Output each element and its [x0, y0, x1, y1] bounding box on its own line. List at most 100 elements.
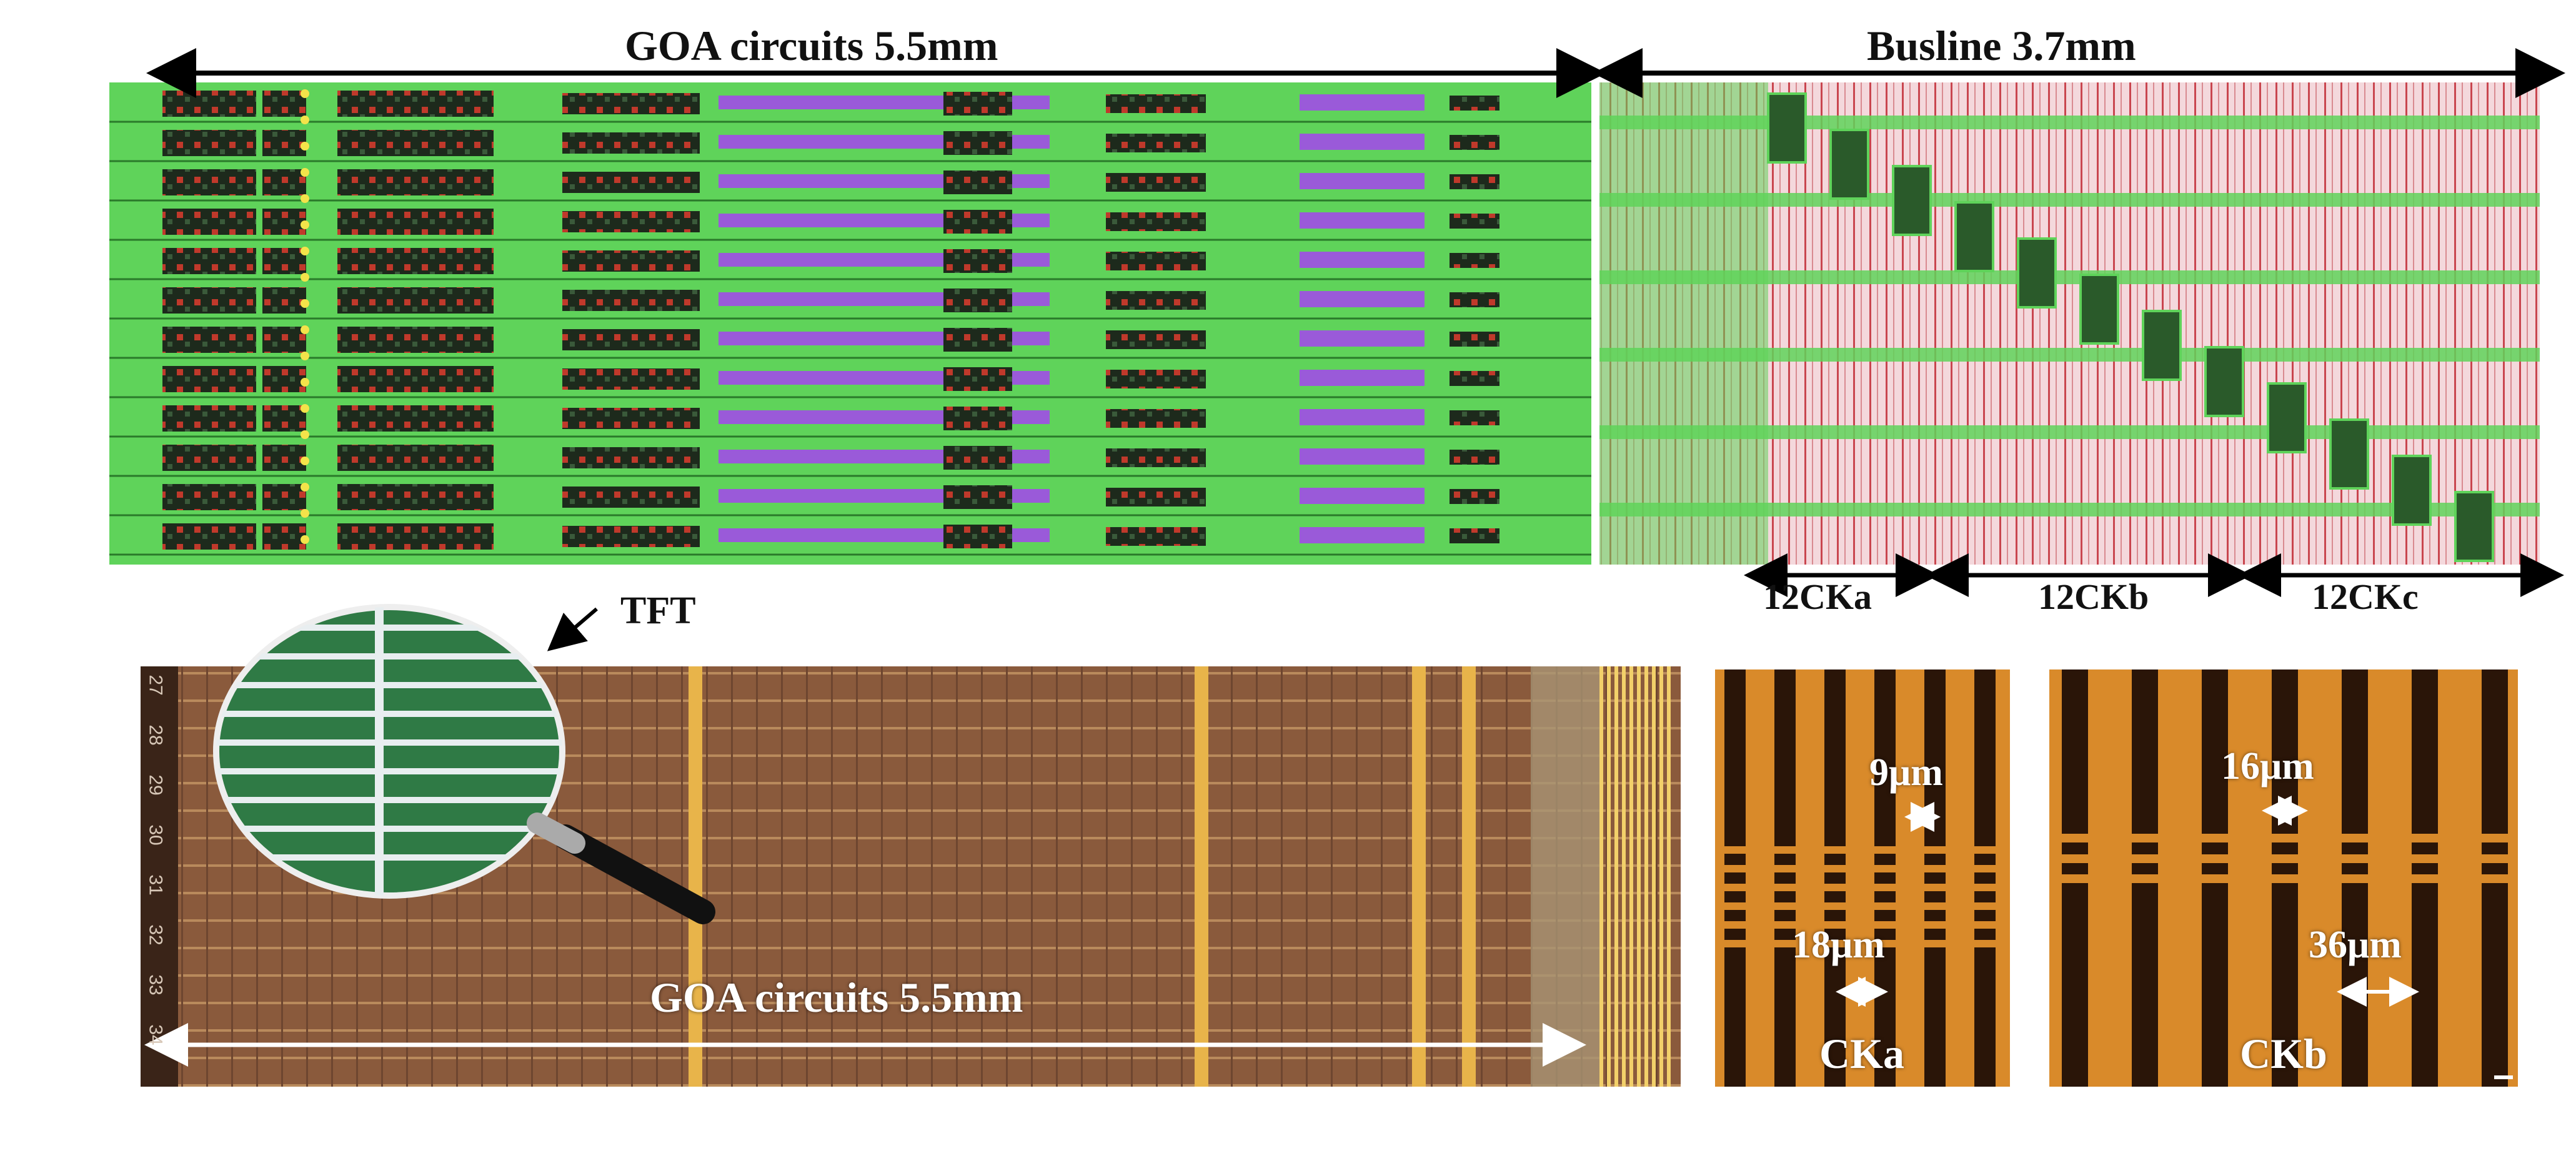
goa-cell-block — [562, 526, 700, 547]
goa-cell-block — [1106, 134, 1206, 152]
goa-contact-dot — [301, 89, 309, 98]
cka-lines — [1715, 669, 2010, 1087]
goa-photo-label: GOA circuits 5.5mm — [650, 974, 1023, 1021]
busline-contact — [2142, 310, 2182, 381]
goa-cell-block — [562, 172, 700, 193]
goa-cell-block — [1450, 489, 1499, 504]
goa-contact-dot — [301, 378, 309, 387]
goa-cell-block — [162, 91, 256, 117]
layout-panel — [109, 48, 2565, 597]
goa-cell-block — [943, 170, 1012, 194]
goa-cell-block — [1450, 214, 1499, 229]
goa-cell-block — [562, 447, 700, 468]
goa-cell-block — [1450, 292, 1499, 307]
cka-dark-line — [1824, 669, 1846, 1087]
goa-purple-track — [1300, 370, 1425, 386]
goa-purple-track — [1300, 448, 1425, 465]
magnifier-handle — [553, 824, 715, 924]
dim-9-label: 9μm — [1869, 751, 1943, 794]
cka-cross-line — [1715, 846, 2010, 854]
goa-cell-block — [262, 523, 306, 550]
goa-cell-block — [262, 484, 306, 510]
goa-cell-block — [337, 445, 494, 471]
row-number-strip — [141, 666, 178, 1087]
row-number: 32 — [145, 924, 166, 946]
tft-finger — [216, 797, 562, 803]
tft-label: TFT — [620, 590, 696, 632]
photo-busbar — [689, 666, 702, 1087]
row-number: 34 — [145, 1024, 166, 1045]
goa-purple-track — [1300, 409, 1425, 425]
goa-cell-block — [337, 248, 494, 274]
goa-cell-block — [562, 368, 700, 390]
goa-cell-block — [1106, 94, 1206, 113]
tft-pointer-arrow — [547, 607, 598, 651]
goa-cell-block — [337, 169, 494, 195]
photo-busbar — [1637, 666, 1641, 1087]
busline-layout-rows — [1599, 82, 2540, 565]
busline-contact — [2454, 491, 2494, 562]
goa-cell-block — [262, 327, 306, 353]
photo-busbar — [1667, 666, 1671, 1087]
goa-cell-block — [337, 523, 494, 550]
goa-cell-block — [162, 209, 256, 235]
goa-cell-block — [1106, 212, 1206, 231]
tft-finger — [216, 653, 562, 660]
goa-cell-block — [562, 487, 700, 508]
busline-length-label: Busline 3.7mm — [1867, 22, 2136, 69]
goa-cell-block — [162, 366, 256, 392]
row-number: 33 — [145, 974, 166, 995]
ck-b-group-label: 12CKb — [2038, 576, 2149, 617]
photo-busbar — [1412, 666, 1426, 1087]
tft-finger — [216, 854, 562, 861]
goa-contact-dot — [301, 194, 309, 203]
goa-cell-block — [943, 525, 1012, 548]
tft-finger — [216, 625, 562, 631]
goa-contact-dot — [301, 325, 309, 334]
goa-cell-block — [162, 405, 256, 432]
photo-busbar — [1462, 666, 1476, 1087]
goa-contact-dot — [301, 168, 309, 177]
tft-finger — [216, 682, 562, 688]
photo-busbar — [1622, 666, 1626, 1087]
cka-cross-line — [1715, 865, 2010, 872]
row-number: 31 — [145, 874, 166, 896]
goa-contact-dot — [301, 220, 309, 229]
busline-contact — [2079, 274, 2119, 345]
cka-cross-line — [1715, 902, 2010, 910]
tft-spine — [375, 607, 384, 896]
goa-purple-track — [1300, 330, 1425, 347]
goa-contact-dot — [301, 273, 309, 282]
photo-band — [1531, 666, 1599, 1087]
ckb-lines — [2049, 669, 2518, 1087]
tft-finger — [216, 826, 562, 832]
busline-contact — [1829, 129, 1869, 200]
dim-16-label: 16μm — [2221, 745, 2314, 788]
goa-cell-block — [1106, 370, 1206, 388]
photo-busbar — [1607, 666, 1611, 1087]
goa-cell-block — [943, 249, 1012, 273]
goa-cell-block — [337, 327, 494, 353]
dim-36-label: 36μm — [2309, 924, 2402, 966]
goa-cell-block — [162, 287, 256, 314]
row-number: 29 — [145, 774, 166, 796]
goa-contact-dot — [301, 509, 309, 518]
busline-contact — [1767, 92, 1807, 164]
cka-label: CKa — [1819, 1030, 1904, 1077]
photo-busbar — [1195, 666, 1208, 1087]
ckb-cross-line — [2049, 834, 2518, 842]
busline-contact — [2267, 382, 2307, 453]
goa-contact-dot — [301, 116, 309, 124]
goa-purple-track — [1300, 173, 1425, 189]
tft-magnifier — [213, 604, 715, 924]
ckb-cross-line — [2049, 854, 2518, 863]
goa-cell-block — [562, 250, 700, 272]
goa-cell-block — [337, 130, 494, 156]
goa-cell-block — [262, 445, 306, 471]
goa-cell-block — [943, 289, 1012, 312]
goa-contact-dot — [301, 299, 309, 308]
goa-contact-dot — [301, 247, 309, 255]
busline-stripe — [1599, 348, 2540, 362]
